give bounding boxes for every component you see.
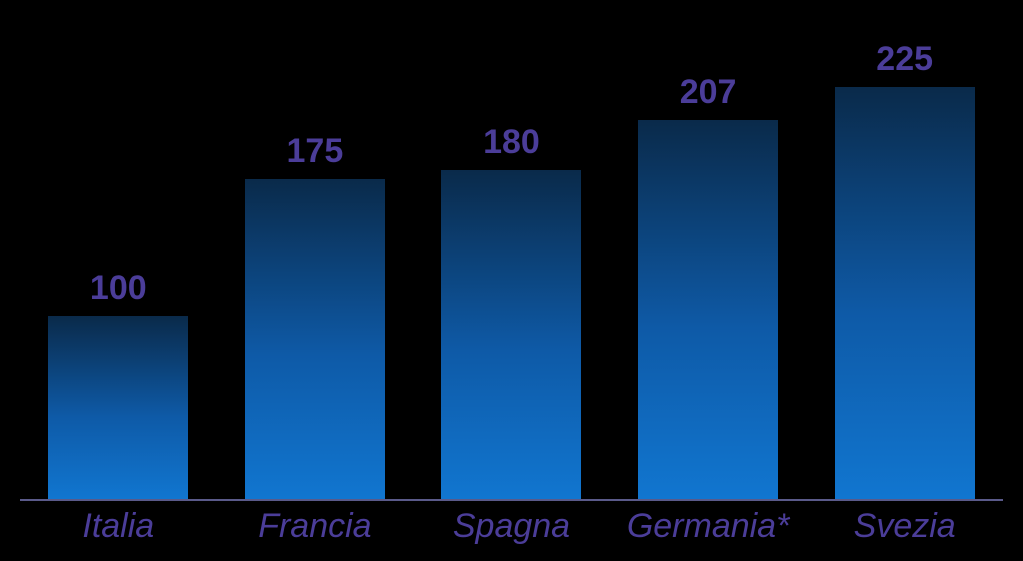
bar-slot: 175 xyxy=(217,10,414,499)
category-label: Spagna xyxy=(413,501,610,546)
bar-chart: 100 175 180 207 225 Italia Francia xyxy=(0,0,1023,561)
bar-value-label: 180 xyxy=(483,123,540,162)
bar-germania xyxy=(638,120,778,499)
category-label: Francia xyxy=(217,501,414,546)
category-label: Italia xyxy=(20,501,217,546)
bar-svezia xyxy=(835,87,975,499)
bar-slot: 100 xyxy=(20,10,217,499)
bar-slot: 225 xyxy=(806,10,1003,499)
bar-value-label: 225 xyxy=(876,40,933,79)
bar-value-label: 100 xyxy=(90,269,147,308)
bars-container: 100 175 180 207 225 xyxy=(20,10,1003,499)
bar-value-label: 207 xyxy=(680,73,737,112)
category-label: Svezia xyxy=(806,501,1003,546)
bar-slot: 207 xyxy=(610,10,807,499)
bar-spagna xyxy=(441,170,581,499)
category-label: Germania* xyxy=(610,501,807,546)
bar-slot: 180 xyxy=(413,10,610,499)
bar-italia xyxy=(48,316,188,499)
plot-area: 100 175 180 207 225 xyxy=(20,10,1003,501)
bar-francia xyxy=(245,179,385,499)
bar-value-label: 175 xyxy=(287,132,344,171)
category-labels: Italia Francia Spagna Germania* Svezia xyxy=(20,501,1003,561)
